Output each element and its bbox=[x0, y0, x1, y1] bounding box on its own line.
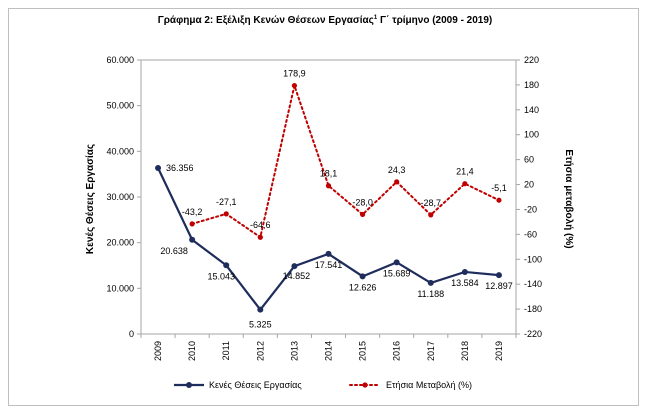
series-vacancies-point bbox=[291, 263, 298, 270]
vacancies-data-label: 17.541 bbox=[315, 260, 343, 270]
series-vacancies-point bbox=[189, 236, 196, 243]
y2-tick-label: 220 bbox=[524, 55, 539, 65]
legend-vacancies-swatch-marker bbox=[186, 382, 192, 388]
chart-title-main: Γράφημα 2: Εξέλιξη Κενών Θέσεων Εργασίας bbox=[158, 15, 374, 26]
chart-title-suffix: Γ΄ τρίμηνο (2009 - 2019) bbox=[377, 15, 492, 26]
y2-tick-label: 140 bbox=[524, 105, 539, 115]
series-vacancies-line bbox=[157, 167, 500, 312]
change-data-label: -43,2 bbox=[182, 207, 203, 217]
y2-tick-label: -180 bbox=[524, 304, 542, 314]
y2-tick-label: 100 bbox=[524, 130, 539, 140]
series-change-point bbox=[189, 221, 195, 227]
x-tick-label: 2018 bbox=[460, 341, 470, 361]
series-vacancies-point bbox=[461, 268, 468, 275]
y2-tick-label: 60 bbox=[524, 155, 534, 165]
y-tick-label: 50.000 bbox=[106, 101, 134, 111]
data-labels: 36.356 20.638 15.043 5.325 14.852 17.541 12.62… bbox=[160, 69, 512, 330]
change-data-label: -5,1 bbox=[491, 183, 507, 193]
series-vacancies-point bbox=[223, 262, 230, 269]
x-tick-label: 2016 bbox=[392, 341, 402, 361]
x-tick-label: 2009 bbox=[153, 341, 163, 361]
y2-tick-label: -220 bbox=[524, 329, 542, 339]
x-tick-label: 2014 bbox=[324, 341, 334, 361]
chart-frame: Γράφημα 2: Εξέλιξη Κενών Θέσεων Εργασίας… bbox=[8, 8, 639, 406]
y2-tick-label: 180 bbox=[524, 80, 539, 90]
series-change-point bbox=[428, 212, 434, 218]
y2-tick-label: -100 bbox=[524, 254, 542, 264]
vacancies-data-label: 14.852 bbox=[283, 271, 311, 281]
series-change-point bbox=[359, 211, 366, 218]
x-tick-label: 2012 bbox=[255, 341, 265, 361]
y2-tick-label: -140 bbox=[524, 279, 542, 289]
change-data-label: 24,3 bbox=[388, 165, 406, 175]
vacancies-data-label: 20.638 bbox=[160, 246, 188, 256]
series-vacancies-point bbox=[257, 306, 264, 313]
series-change-line bbox=[191, 81, 500, 239]
change-data-label: 21,4 bbox=[456, 167, 474, 177]
chart-svg: Γράφημα 2: Εξέλιξη Κενών Θέσεων Εργασίας… bbox=[85, 15, 574, 390]
series-vacancies-point bbox=[359, 273, 366, 280]
change-data-label: -28,0 bbox=[352, 197, 373, 207]
vacancies-data-label: 5.325 bbox=[249, 320, 272, 330]
legend-change-swatch-marker bbox=[362, 382, 368, 388]
legend-change-label: Ετήσια Μεταβολή (%) bbox=[386, 380, 472, 390]
change-data-label: 178,9 bbox=[283, 69, 306, 79]
y-tick-label: 60.000 bbox=[106, 55, 134, 65]
series-vacancies-point bbox=[427, 279, 434, 286]
vacancies-data-label: 36.356 bbox=[166, 163, 194, 173]
legend-vacancies-label: Κενές Θέσεις Εργασίας bbox=[209, 380, 302, 390]
y2-tick-label: 20 bbox=[524, 180, 534, 190]
vacancies-data-label: 12.626 bbox=[349, 282, 377, 292]
y-tick-label: 20.000 bbox=[106, 238, 134, 248]
x-tick-label: 2011 bbox=[221, 341, 231, 360]
series-vacancies-point bbox=[155, 164, 162, 171]
y-tick-label: 10.000 bbox=[106, 283, 134, 293]
y-axis-title: Κενές Θέσεις Εργασίας bbox=[85, 144, 96, 254]
y-tick-label: 0 bbox=[129, 329, 134, 339]
plot-area-border bbox=[140, 59, 517, 335]
y2-tick-label: -20 bbox=[524, 204, 537, 214]
vacancies-data-label: 11.188 bbox=[417, 289, 444, 299]
y2-tick-label: -60 bbox=[524, 229, 537, 239]
x-tick-label: 2015 bbox=[358, 341, 368, 361]
vacancies-data-label: 13.584 bbox=[451, 278, 479, 288]
series-layer bbox=[155, 81, 502, 313]
change-data-label: -27,1 bbox=[216, 197, 237, 207]
change-data-label: -64,6 bbox=[250, 220, 271, 230]
vacancies-data-label: 15.043 bbox=[207, 271, 235, 281]
chart-title-superscript: 1 bbox=[374, 15, 378, 21]
change-data-label: 18,1 bbox=[320, 169, 338, 179]
y2-axis-title: Ετήσια μεταβολή (%) bbox=[563, 149, 574, 248]
series-change-point bbox=[325, 183, 332, 189]
series-change-point bbox=[496, 197, 502, 203]
vacancies-data-label: 15.689 bbox=[383, 268, 411, 278]
axes: 0 10.000 20.000 30.000 40.000 50.000 60.000 -22… bbox=[106, 55, 542, 361]
series-change-point bbox=[462, 181, 468, 187]
vacancies-data-label: 12.897 bbox=[485, 281, 513, 291]
chart-title: Γράφημα 2: Εξέλιξη Κενών Θέσεων Εργασίας… bbox=[158, 15, 493, 26]
x-tick-label: 2010 bbox=[187, 341, 197, 361]
series-change-point bbox=[257, 234, 263, 240]
series-change-point bbox=[291, 82, 298, 89]
series-vacancies-point bbox=[495, 272, 502, 279]
x-tick-label: 2017 bbox=[426, 341, 436, 361]
series-change-point bbox=[223, 211, 229, 217]
series-vacancies-point bbox=[325, 250, 332, 257]
series-change-point bbox=[394, 179, 400, 185]
y-tick-label: 40.000 bbox=[106, 146, 134, 156]
x-tick-label: 2013 bbox=[289, 341, 299, 361]
legend: Κενές Θέσεις Εργασίας Ετήσια Μεταβολή (%) bbox=[174, 380, 472, 390]
series-vacancies-point bbox=[393, 259, 400, 266]
y-tick-label: 30.000 bbox=[106, 192, 134, 202]
x-tick-label: 2019 bbox=[494, 341, 504, 361]
change-data-label: -28,7 bbox=[421, 198, 442, 208]
